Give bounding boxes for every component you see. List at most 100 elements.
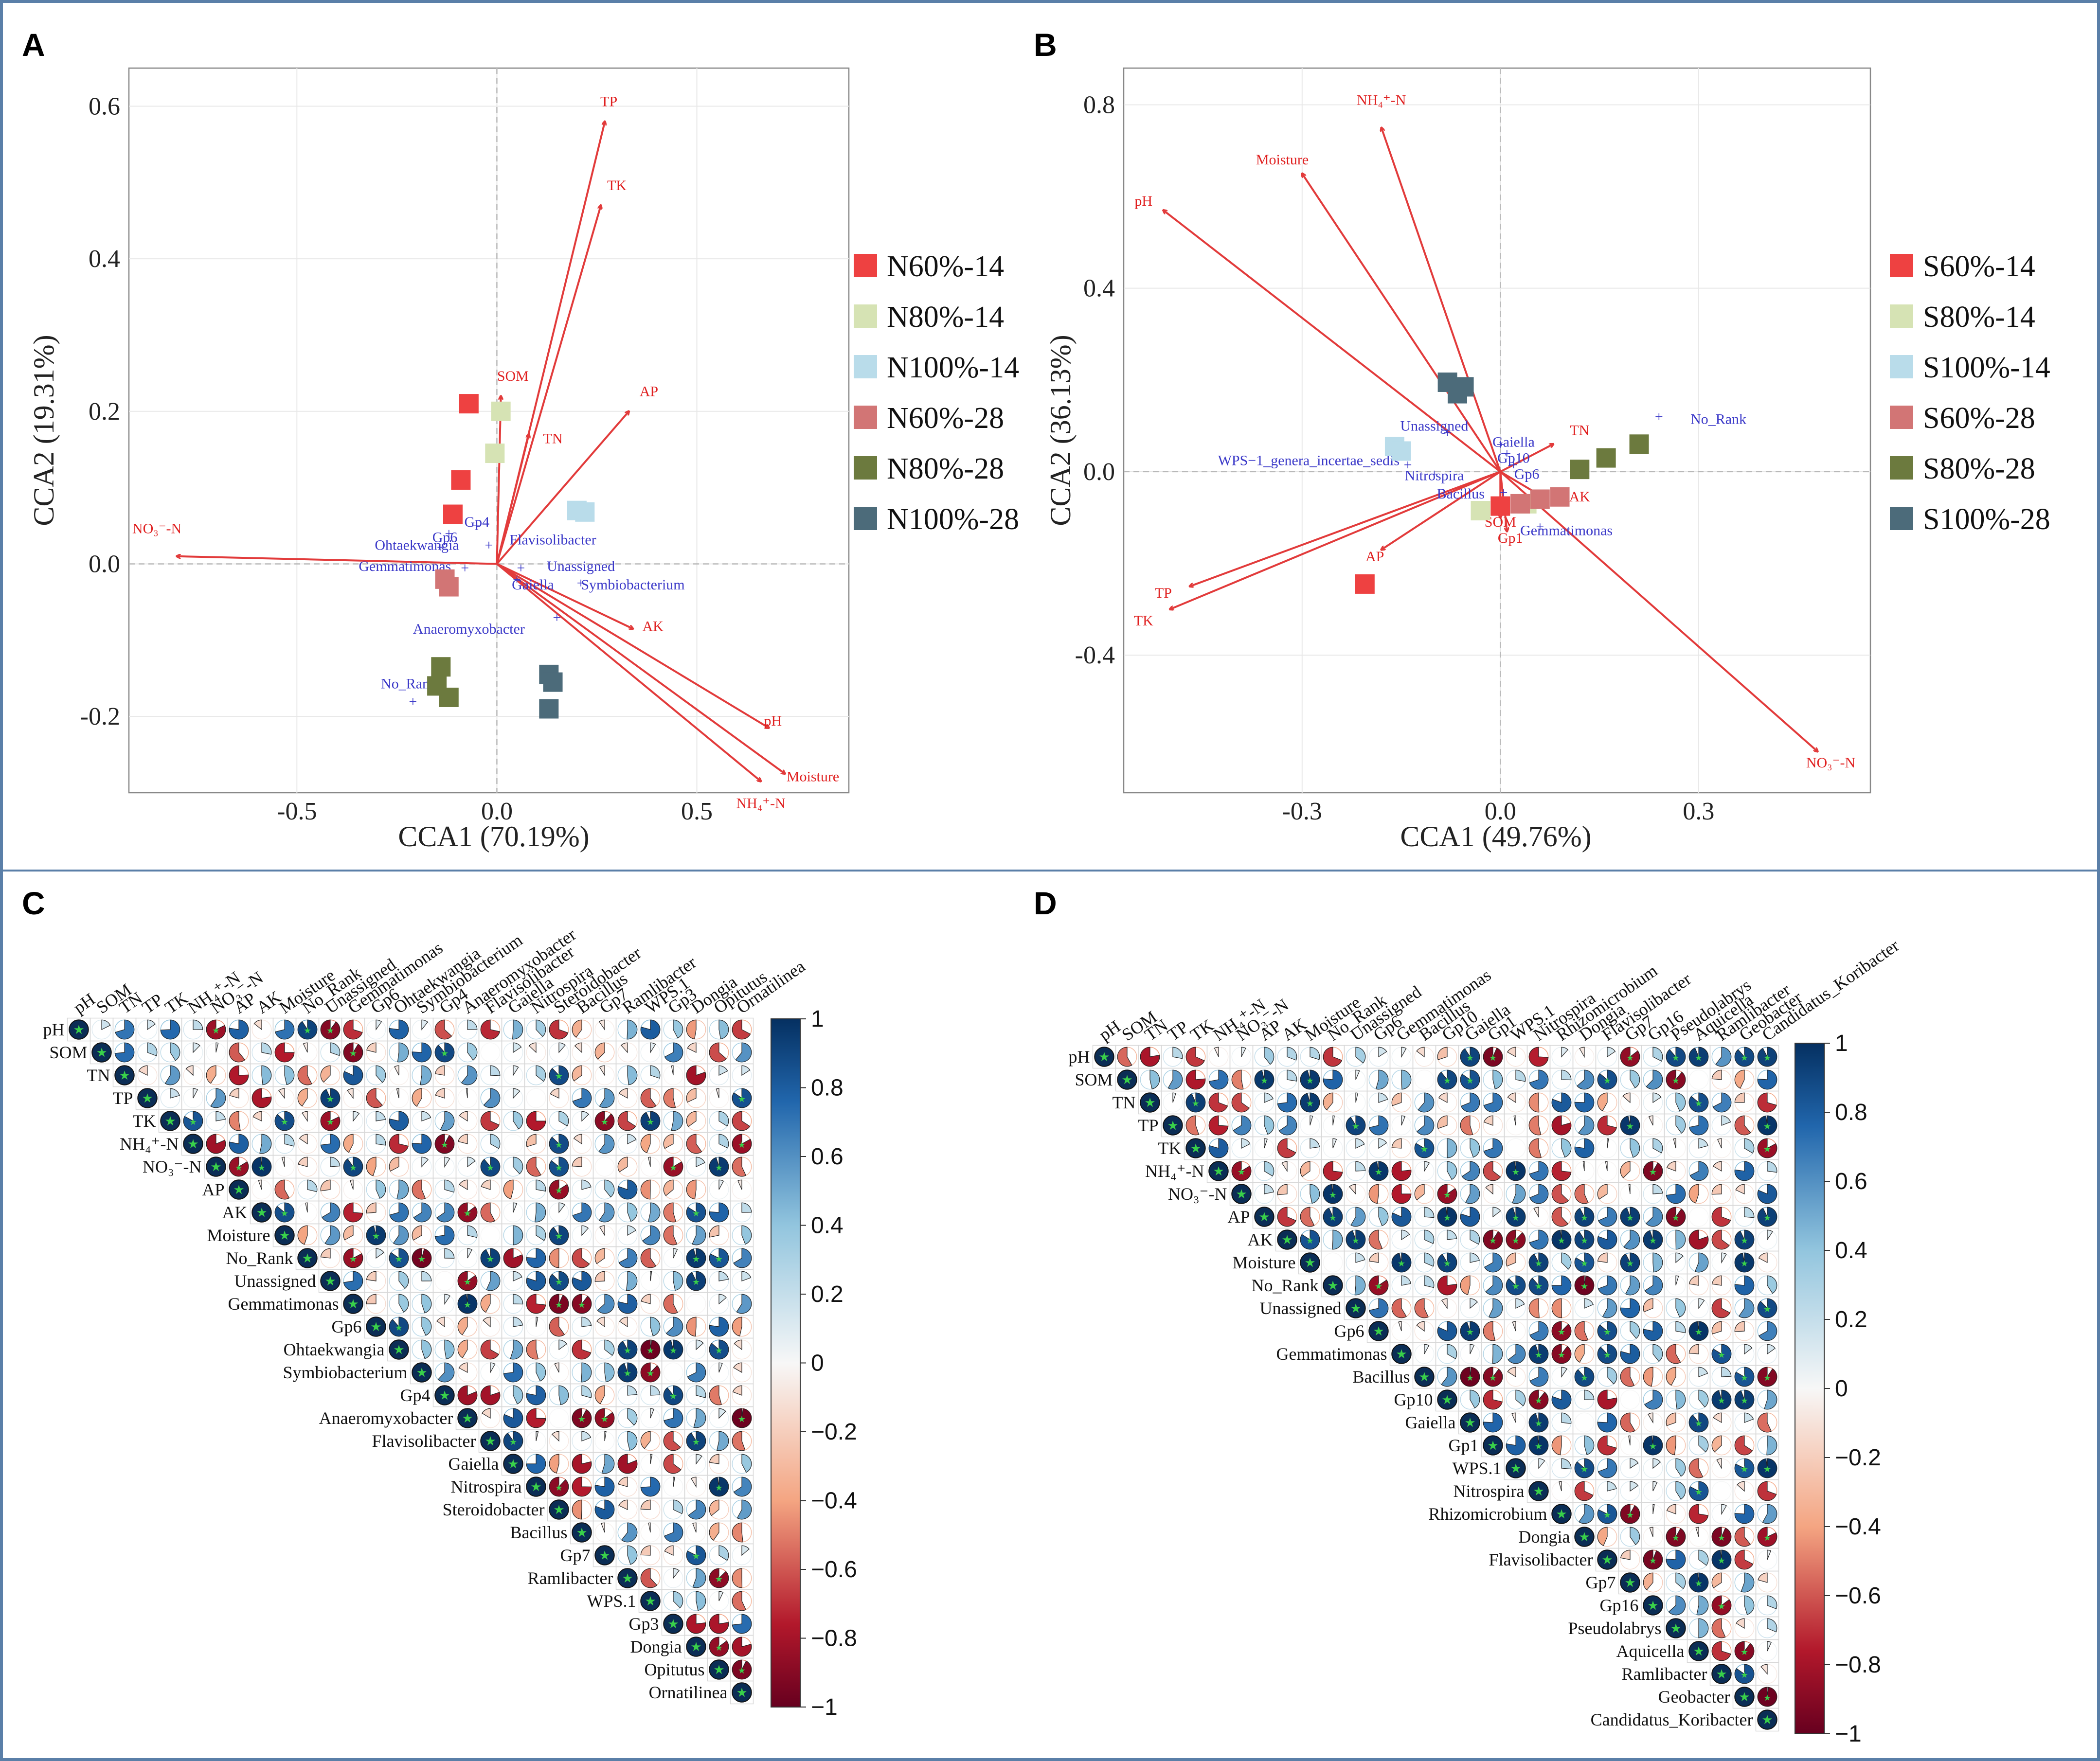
significance-star: ★: [1763, 1121, 1771, 1132]
significance-star: ★: [667, 1617, 679, 1632]
significance-star: ★: [624, 1346, 631, 1356]
colorbar-tick-label: 1: [1835, 1031, 1848, 1056]
significance-star: ★: [1580, 1464, 1588, 1475]
corr-pie: [320, 1019, 341, 1040]
significance-star: ★: [1260, 1076, 1268, 1086]
significance-star: ★: [1741, 1259, 1748, 1269]
sample-point: [1510, 494, 1530, 514]
corr-pie: [599, 1202, 615, 1223]
corr-pie: [627, 1065, 638, 1085]
colorbar-tick-label: −0.4: [811, 1488, 857, 1514]
corr-pie: [274, 1111, 295, 1131]
row-label: TK: [133, 1111, 156, 1131]
corr-pie: [444, 1179, 455, 1193]
corr-pie: [647, 1202, 661, 1223]
corr-pie: [229, 1088, 239, 1099]
taxa-label: Gaiella: [1492, 434, 1535, 450]
corr-pie: [229, 1065, 249, 1085]
significance-star: ★: [1238, 1167, 1245, 1177]
corr-pie: [572, 1202, 592, 1223]
legend-label: N60%-14: [887, 250, 1004, 283]
corr-pie: [597, 1294, 615, 1314]
significance-star: ★: [601, 1414, 609, 1424]
corr-pie: [686, 1088, 697, 1103]
taxa-marker: +: [1509, 457, 1518, 473]
corr-pie: [536, 1019, 546, 1037]
corr-pie: [413, 1202, 432, 1223]
significance-star: ★: [624, 1369, 631, 1379]
corr-pie: [709, 1225, 719, 1238]
corr-pie: [261, 1042, 272, 1055]
significance-star: ★: [1535, 1259, 1543, 1269]
significance-star: ★: [464, 1300, 471, 1310]
colorbar-tick-label: −0.8: [1835, 1652, 1881, 1678]
corr-pie: [389, 1111, 409, 1131]
corr-pie: [641, 1294, 651, 1304]
x-axis-label-a: CCA1 (70.19%): [398, 820, 589, 853]
corr-pie: [343, 1019, 363, 1040]
corr-pie: [558, 1111, 569, 1127]
corr-pie: [185, 1065, 194, 1076]
significance-star: ★: [1626, 1121, 1634, 1132]
env-label: pH: [764, 713, 782, 729]
corr-pie: [467, 1156, 476, 1168]
significance-star: ★: [1350, 1301, 1361, 1316]
significance-star: ★: [324, 1274, 336, 1289]
taxa-label: No_Rank: [1690, 411, 1746, 427]
corr-pie: [650, 1065, 661, 1079]
corr-pie: [549, 1156, 569, 1177]
significance-star: ★: [1649, 1441, 1657, 1452]
significance-star: ★: [349, 1049, 357, 1059]
corr-pie: [320, 1248, 331, 1259]
corr-pie: [459, 1179, 468, 1191]
row-label: Opitutus: [644, 1660, 704, 1679]
corr-pie: [307, 1179, 318, 1192]
corr-pie: [320, 1134, 341, 1154]
env-arrow: [496, 411, 628, 565]
significance-star: ★: [1626, 1213, 1634, 1223]
significance-star: ★: [256, 1206, 267, 1220]
significance-star: ★: [96, 1046, 107, 1060]
row-label: TN: [1113, 1093, 1136, 1112]
row-label: Unassigned: [1260, 1299, 1342, 1318]
corr-pie: [274, 1179, 290, 1200]
corr-pie: [353, 1111, 360, 1122]
x-tick-label: -0.5: [277, 798, 317, 825]
corr-diagonal: [251, 1202, 272, 1223]
corr-pie: [594, 1271, 605, 1282]
significance-star: ★: [1580, 1236, 1588, 1246]
corr-pie: [251, 1088, 272, 1108]
corr-pie: [599, 1019, 605, 1031]
corr-pie: [480, 1202, 496, 1223]
significance-star: ★: [555, 1231, 563, 1242]
significance-star: ★: [1718, 1556, 1725, 1566]
corr-pie: [434, 1225, 455, 1245]
colorbar-tick-label: 0.4: [1835, 1238, 1867, 1263]
env-label: TK: [1134, 613, 1153, 629]
significance-star: ★: [1489, 1236, 1497, 1246]
corr-pie: [732, 1019, 751, 1040]
significance-star: ★: [1718, 1350, 1725, 1360]
corr-pie: [513, 1271, 522, 1281]
significance-star: ★: [347, 1297, 359, 1312]
significance-star: ★: [1441, 1393, 1453, 1407]
corr-pie: [324, 1225, 341, 1245]
significance-star: ★: [1718, 1601, 1725, 1612]
corr-diagonal: [137, 1088, 158, 1108]
legend-a: N60%-14 N80%-14 N100%-14 N60%-28 N80%-28 N100…: [854, 250, 1019, 536]
legend-swatch: [1890, 304, 1913, 328]
corr-pie: [599, 1225, 605, 1237]
corr-pie: [604, 1179, 615, 1198]
corr-pie: [147, 1042, 158, 1056]
x-tick-label: 0.5: [681, 798, 713, 825]
corr-pie: [258, 1179, 262, 1190]
significance-star: ★: [1603, 1327, 1611, 1337]
corr-pie: [718, 1179, 724, 1190]
significance-star: ★: [715, 1346, 723, 1356]
corr-pie: [737, 1179, 742, 1190]
taxa-label: Gaiella: [512, 577, 554, 593]
sample-point: [543, 672, 563, 692]
significance-star: ★: [1304, 1256, 1315, 1270]
significance-star: ★: [1190, 1141, 1201, 1156]
